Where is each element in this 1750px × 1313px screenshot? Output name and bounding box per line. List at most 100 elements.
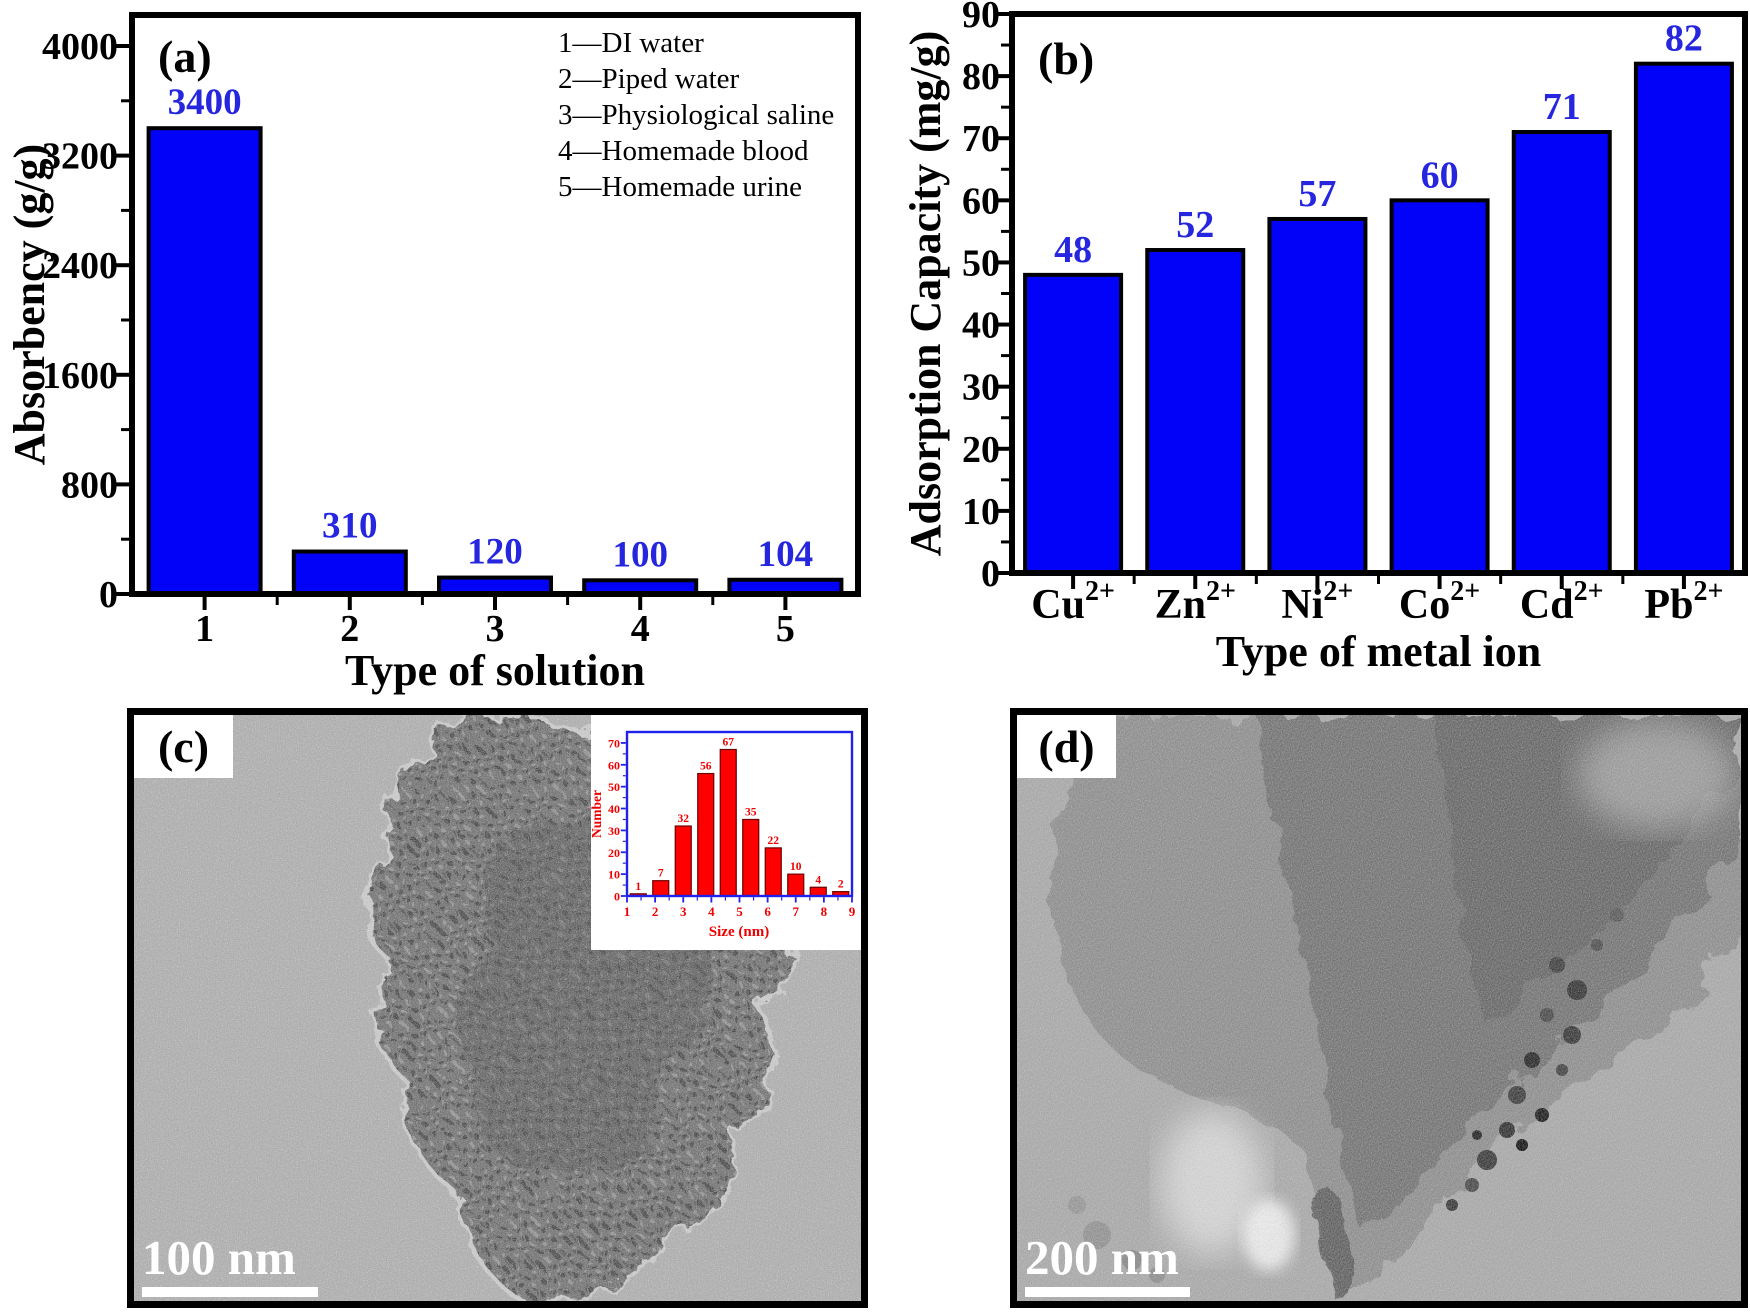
inset-x-tick-label: 7 — [793, 904, 800, 919]
panel-a-label: (a) — [158, 31, 212, 82]
bar-metal-Cd — [1511, 130, 1612, 575]
legend-item: 4—Homemade blood — [558, 135, 809, 167]
histogram-bar — [697, 772, 715, 897]
tem-image-d: (d) 200 nm — [1010, 708, 1748, 1308]
inset-x-tick-label: 8 — [821, 904, 828, 919]
bar-value-label: 3400 — [168, 82, 242, 123]
y-tick-label-b: 80 — [962, 56, 1000, 98]
inset-y-tick-label: 30 — [608, 824, 620, 838]
inset-x-tick-label: 9 — [849, 904, 856, 919]
bar-metal-Co — [1389, 198, 1490, 575]
y-tick-label-a: 3200 — [42, 136, 118, 178]
panel-b-label: (b) — [1038, 33, 1094, 84]
panel-d-label-box: (d) — [1017, 715, 1116, 778]
histogram-bar — [742, 818, 760, 897]
x-axis-title-a: Type of solution — [345, 646, 645, 695]
plot-frame-b — [1009, 11, 1748, 576]
x-tick-label-b: Pb2+ — [1644, 576, 1723, 628]
scale-bar-d-line — [1025, 1287, 1190, 1297]
histogram-bar — [719, 748, 737, 897]
inset-x-tick-label: 6 — [764, 904, 771, 919]
legend-item: 5—Homemade urine — [558, 171, 802, 203]
histogram-value-label: 7 — [658, 868, 664, 880]
legend-item: 3—Physiological saline — [558, 99, 834, 131]
y-tick-label-a: 0 — [99, 574, 118, 616]
legend-item: 1—DI water — [558, 27, 704, 59]
x-tick-label-a: 2 — [340, 608, 359, 650]
bar-metal-Zn — [1145, 248, 1246, 575]
inset-y-tick-label: 20 — [608, 846, 620, 860]
bar-solution-2 — [291, 549, 408, 597]
y-tick-label-b: 20 — [962, 429, 1000, 471]
histogram-value-label: 22 — [768, 835, 780, 847]
inset-y-tick-label: 10 — [608, 868, 620, 882]
bar-value-label: 82 — [1665, 18, 1703, 60]
y-tick-label-a: 2400 — [42, 245, 118, 287]
histogram-value-label: 67 — [723, 736, 735, 748]
inset-x-tick-label: 4 — [708, 904, 715, 919]
size-distribution-inset: 1 7 32 56 67 35 22 10 4 2 0 10 20 30 40 50 60 70 1 2 3 4 5 6 7 8 9… — [591, 715, 861, 950]
scale-bar-c: 100 nm — [142, 1233, 318, 1297]
histogram-bar — [809, 886, 827, 897]
bar-value-label: 57 — [1298, 173, 1336, 215]
x-tick-label-a: 3 — [486, 608, 505, 650]
inset-y-tick-label: 0 — [614, 890, 620, 904]
histogram-bar — [652, 880, 670, 897]
histogram-bar — [764, 847, 782, 897]
y-tick-label-b: 50 — [962, 242, 1000, 284]
x-tick-label-a: 4 — [631, 608, 650, 650]
bar-metal-Ni — [1267, 216, 1368, 575]
inset-x-tick-label: 2 — [652, 904, 659, 919]
y-tick-label-b: 90 — [962, 0, 1000, 36]
bar-value-label: 100 — [612, 534, 668, 575]
histogram-bar — [674, 825, 692, 897]
bar-metal-Cu — [1023, 272, 1124, 575]
x-tick-label-a: 5 — [776, 608, 795, 650]
histogram-value-label: 4 — [815, 874, 821, 886]
inset-x-tick-label: 3 — [680, 904, 687, 919]
bar-value-label: 52 — [1176, 204, 1214, 246]
inset-x-axis-title: Size (nm) — [709, 924, 769, 940]
plot-frame-a — [129, 12, 861, 597]
inset-y-tick-label: 60 — [608, 758, 620, 772]
bar-metal-Pb — [1633, 61, 1734, 575]
panel-c-label: (c) — [157, 721, 210, 772]
bar-value-label: 120 — [467, 532, 523, 573]
x-tick-label-b: Co2+ — [1399, 576, 1480, 628]
y-tick-label-b: 10 — [962, 491, 1000, 533]
histogram-value-label: 1 — [635, 881, 641, 893]
panel-d-label: (d) — [1038, 721, 1095, 772]
tem-d-grain-dark — [1017, 715, 1741, 1301]
x-tick-label-b: Cu2+ — [1031, 576, 1115, 628]
scale-bar-d-label: 200 nm — [1025, 1230, 1179, 1285]
tem-d-texture — [1017, 715, 1741, 1301]
inset-y-tick-label: 70 — [608, 736, 620, 750]
y-tick-label-b: 70 — [962, 118, 1000, 160]
y-tick-label-a: 4000 — [42, 26, 118, 68]
y-tick-label-a: 800 — [61, 464, 118, 506]
bar-value-label: 48 — [1054, 229, 1092, 271]
bar-value-label: 310 — [322, 506, 378, 547]
inset-x-tick-label: 5 — [736, 904, 743, 919]
bar-value-label: 104 — [758, 534, 814, 575]
histogram-value-label: 32 — [678, 813, 690, 825]
bar-solution-1 — [146, 126, 263, 596]
y-axis-title-a: Absorbency (g/g) — [5, 144, 54, 465]
y-tick-label-a: 1600 — [42, 355, 118, 397]
inset-frame — [625, 730, 854, 898]
y-axis-title-b: Adsorption Capacity (mg/g) — [901, 31, 950, 557]
bar-value-label: 71 — [1543, 86, 1581, 128]
inset-y-axis-title: Number — [591, 790, 604, 838]
x-tick-label-b: Ni2+ — [1281, 576, 1353, 628]
panel-c-label-box: (c) — [134, 715, 233, 778]
histogram-value-label: 35 — [745, 806, 757, 818]
y-tick-label-b: 40 — [962, 305, 1000, 347]
histogram-value-label: 56 — [700, 761, 712, 773]
y-tick-label-b: 0 — [981, 553, 1000, 595]
y-tick-label-b: 60 — [962, 180, 1000, 222]
scale-bar-c-label: 100 nm — [142, 1230, 296, 1285]
bar-value-label: 60 — [1421, 154, 1459, 196]
